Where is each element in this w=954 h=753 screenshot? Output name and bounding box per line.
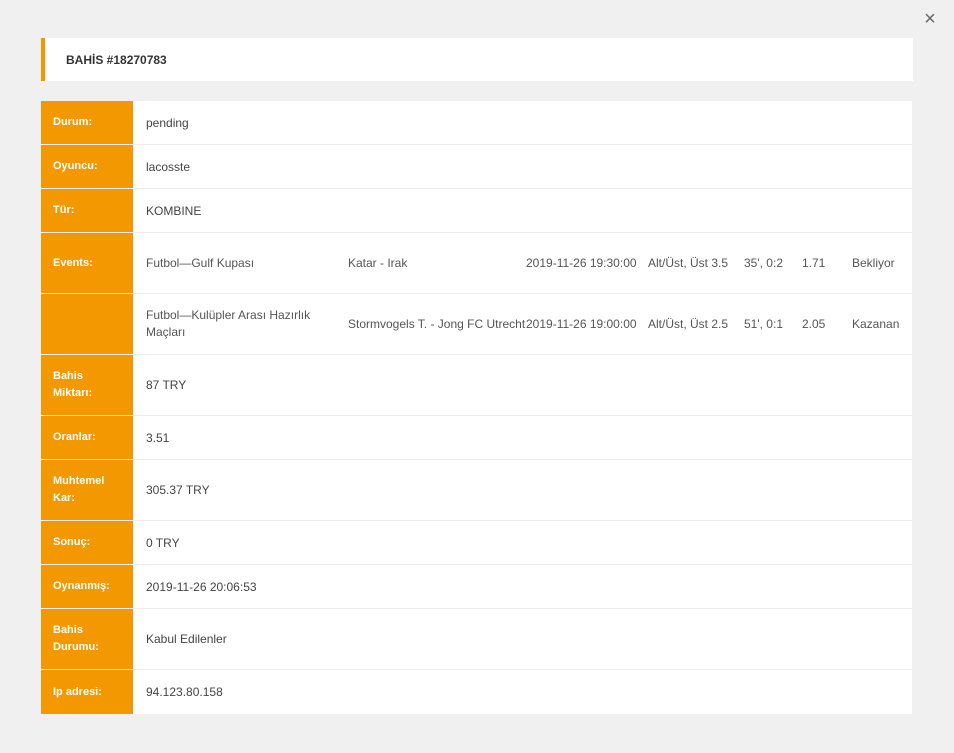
label-oranlar: Oranlar: [41,416,133,459]
label-tur: Tür: [41,189,133,232]
label-events: Events: [41,233,133,293]
row-muhtemel-kar: Muhtemel Kar: 305.37 TRY [41,460,912,521]
value-sonuc: 0 TRY [146,535,180,550]
label-bahis-durumu: Bahis Durumu: [41,609,133,669]
row-event-2: Futbol—Kulüpler Arası Hazırlık Maçları S… [41,294,912,355]
label-muhtemel-kar: Muhtemel Kar: [41,460,133,520]
label-durum: Durum: [41,101,133,144]
value-oranlar: 3.51 [146,430,170,445]
value-durum: pending [146,115,189,130]
value-ip-adresi: 94.123.80.158 [146,685,223,699]
bet-title: BAHİS #18270783 [66,52,167,67]
bet-header: BAHİS #18270783 [41,38,913,81]
event-match: Katar - Irak [348,255,408,270]
row-durum: Durum: pending [41,101,912,145]
label-oyuncu: Oyuncu: [41,145,133,188]
event-odds: 2.05 [802,316,826,331]
bet-details-table: Durum: pending Oyuncu: lacosste Tür: KOM… [41,101,912,714]
row-oranlar: Oranlar: 3.51 [41,416,912,460]
label-oynanmis: Oynanmış: [41,565,133,608]
value-bahis-durumu: Kabul Edilenler [146,632,227,646]
event-item: Futbol—Gulf Kupası Katar - Irak 2019-11-… [133,233,912,293]
event-date: 2019-11-26 19:30:00 [526,255,637,270]
value-oyuncu: lacosste [146,159,191,174]
row-tur: Tür: KOMBINE [41,189,912,233]
label-ip-adresi: Ip adresi: [41,670,133,714]
event-date: 2019-11-26 19:00:00 [526,316,637,331]
event-score: 35', 0:2 [744,255,783,270]
event-market: Alt/Üst, Üst 3.5 [648,255,729,270]
event-status: Bekliyor [852,255,895,270]
row-event-1: Events: Futbol—Gulf Kupası Katar - Irak … [41,233,912,294]
event-status: Kazanan [852,316,900,331]
label-sonuc: Sonuç: [41,521,133,564]
event-odds: 1.71 [802,255,826,270]
row-oyuncu: Oyuncu: lacosste [41,145,912,189]
row-ip-adresi: Ip adresi: 94.123.80.158 [41,670,912,714]
label-bahis-miktari: Bahis Miktarı: [41,355,133,415]
value-bahis-miktari: 87 TRY [146,378,187,392]
row-oynanmis: Oynanmış: 2019-11-26 20:06:53 [41,565,912,609]
row-bahis-durumu: Bahis Durumu: Kabul Edilenler [41,609,912,670]
row-sonuc: Sonuç: 0 TRY [41,521,912,565]
event-score: 51', 0:1 [744,316,783,331]
event-sport: Futbol—Gulf Kupası [146,255,255,270]
event-match: Stormvogels T. - Jong FC Utrecht [348,316,526,331]
label-events-empty [41,294,133,354]
event-sport: Futbol—Kulüpler Arası Hazırlık Maçları [146,308,311,339]
close-icon[interactable]: × [924,8,936,30]
row-bahis-miktari: Bahis Miktarı: 87 TRY [41,355,912,416]
event-item: Futbol—Kulüpler Arası Hazırlık Maçları S… [133,294,912,354]
value-muhtemel-kar: 305.37 TRY [146,483,210,497]
event-market: Alt/Üst, Üst 2.5 [648,316,729,331]
value-oynanmis: 2019-11-26 20:06:53 [146,579,257,594]
value-tur: KOMBINE [146,203,202,218]
